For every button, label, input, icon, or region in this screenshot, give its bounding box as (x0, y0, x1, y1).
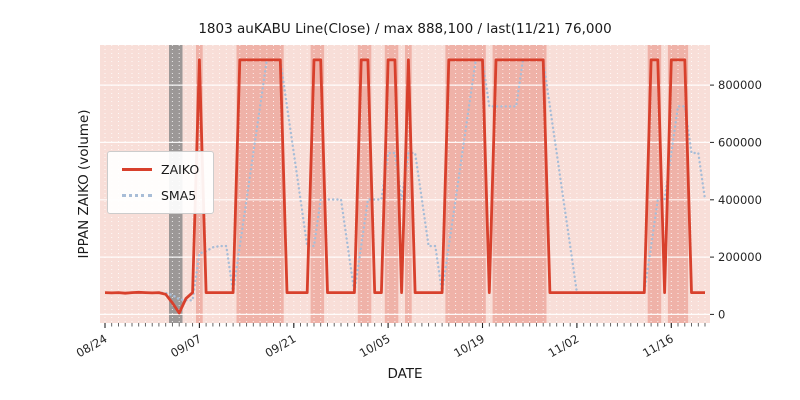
sma5-line-swatch (122, 194, 152, 197)
legend-label-sma5: SMA5 (161, 188, 197, 203)
svg-text:09/07: 09/07 (168, 331, 204, 360)
svg-text:800000: 800000 (718, 78, 762, 92)
svg-text:400000: 400000 (718, 193, 762, 207)
svg-text:10/19: 10/19 (451, 331, 487, 360)
svg-text:11/02: 11/02 (546, 331, 582, 360)
chart-title: 1803 auKABU Line(Close) / max 888,100 / … (198, 21, 612, 37)
legend: ZAIKO SMA5 (107, 151, 215, 214)
svg-text:08/24: 08/24 (74, 331, 110, 360)
svg-text:600000: 600000 (718, 135, 762, 149)
svg-text:09/21: 09/21 (263, 331, 299, 360)
svg-text:0: 0 (718, 307, 725, 321)
svg-text:10/05: 10/05 (357, 331, 393, 360)
legend-label-zaiko: ZAIKO (161, 162, 200, 177)
svg-text:11/16: 11/16 (640, 331, 676, 360)
svg-text:200000: 200000 (718, 250, 762, 264)
legend-item-sma5: SMA5 (122, 188, 199, 203)
zaiko-line-swatch (122, 168, 152, 171)
x-axis-label: DATE (387, 366, 423, 382)
legend-item-zaiko: ZAIKO (122, 162, 199, 177)
